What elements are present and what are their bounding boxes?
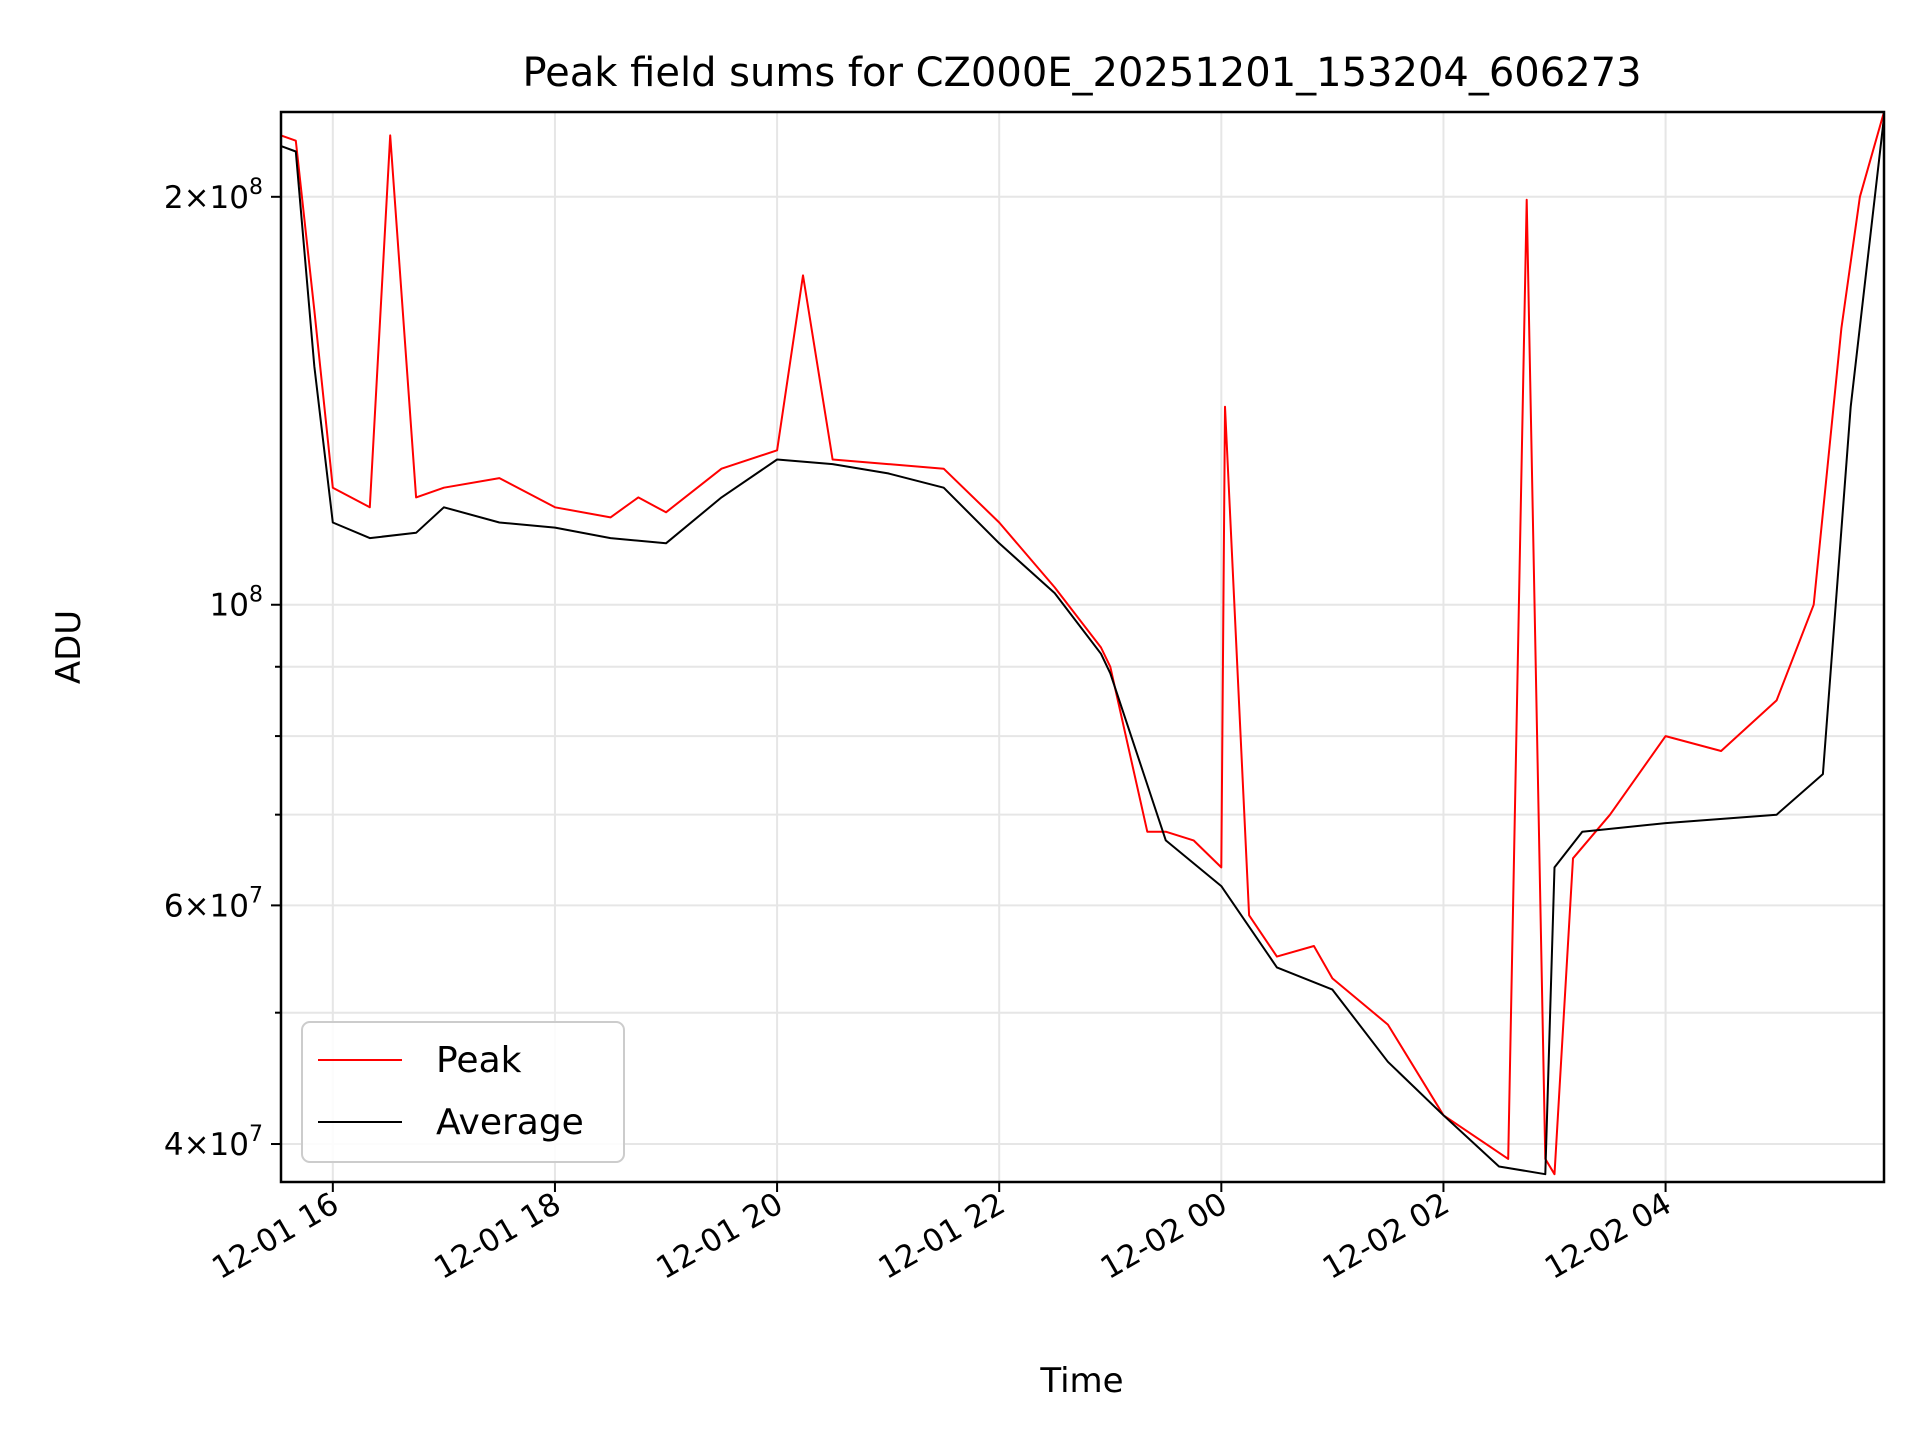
plot-frame [279, 110, 1886, 1184]
legend-label-average: Average [436, 1102, 584, 1143]
y-axis-label: ADU [49, 610, 89, 684]
x-axis-label: Time [1039, 1361, 1123, 1401]
chart-title: Peak field sums for CZ000E_20251201_1532… [522, 50, 1641, 96]
y-tick-label: 6×107 [164, 883, 263, 924]
y-tick-label: 2×108 [164, 175, 263, 216]
y-tick-label: 108 [210, 583, 263, 624]
legend-label-peak: Peak [436, 1040, 522, 1081]
legend: Peak Average [301, 1021, 625, 1163]
series-layer [280, 111, 1885, 1176]
y-tick-label: 4×107 [164, 1122, 263, 1163]
series-line-peak [280, 111, 1885, 1176]
grid-layer [281, 112, 1884, 1182]
series-line-average [280, 116, 1885, 1176]
legend-box [301, 1021, 625, 1163]
